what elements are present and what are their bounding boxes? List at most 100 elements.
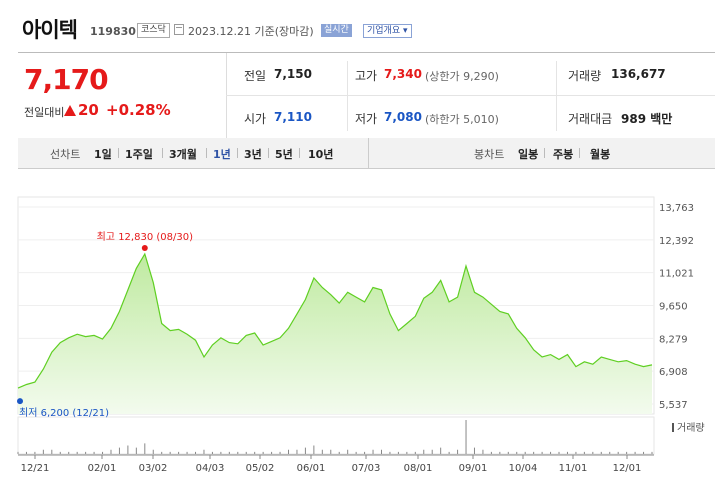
volume-bar — [643, 451, 645, 454]
price-chart[interactable]: 13,763 12,392 11,021 9,650 8,279 6,908 5,537 최… — [0, 180, 715, 503]
volume-bar — [516, 451, 518, 454]
y-tick-label: 6,908 — [659, 367, 688, 378]
x-tick-label: 03/02 — [139, 463, 168, 474]
column-divider — [556, 61, 557, 131]
candle-daily[interactable]: 일봉 — [518, 148, 539, 161]
volume-bar — [262, 451, 264, 454]
volume-bar — [161, 451, 163, 454]
open-label: 시가 — [244, 112, 267, 126]
volume-bar — [490, 451, 492, 454]
volume-bar — [59, 451, 61, 454]
volume-bar — [127, 445, 129, 454]
volume-bar — [448, 451, 450, 454]
period-1d[interactable]: 1일 — [94, 148, 112, 161]
period-1w[interactable]: 1주일 — [125, 148, 153, 161]
separator — [162, 148, 163, 158]
volume-frame — [17, 416, 655, 455]
volume-bar — [473, 447, 475, 454]
low-marker — [17, 398, 23, 405]
quote-box: 7,170 전일대비 20 +0.28% 전일 7,150 고가 7,340 (… — [18, 52, 715, 139]
volume-bar — [575, 451, 577, 454]
low-annotation: 최저 6,200 (12/21) — [19, 407, 109, 419]
volume-bar — [271, 451, 273, 454]
stock-name: 아이텍 — [22, 18, 78, 42]
period-10y[interactable]: 10년 — [308, 148, 334, 161]
volume-bar — [550, 451, 552, 454]
open-value: 7,110 — [274, 110, 312, 124]
volume-value: 136,677 — [611, 67, 666, 81]
separator — [206, 148, 207, 158]
period-3m[interactable]: 3개월 — [169, 148, 197, 161]
trade-value: 989 백만 — [621, 112, 673, 126]
calendar-icon — [174, 24, 184, 35]
candle-chart-label: 봉차트 — [474, 148, 505, 161]
volume-label: 거래량 — [568, 69, 602, 83]
volume-bar — [533, 451, 535, 454]
volume-legend: 거래량 — [677, 422, 705, 434]
y-tick-label: 9,650 — [659, 302, 688, 313]
separator — [299, 148, 300, 158]
x-tick-label: 05/02 — [246, 463, 275, 474]
x-tick-label: 12/21 — [21, 463, 50, 474]
change-label: 전일대비 — [24, 106, 65, 119]
high-marker — [141, 245, 148, 252]
y-tick-label: 5,537 — [659, 400, 688, 411]
volume-bar — [338, 451, 340, 454]
volume-bar — [220, 451, 222, 454]
volume-bar — [313, 445, 315, 454]
volume-bar — [406, 451, 408, 454]
separator — [268, 148, 269, 158]
volume-bar — [186, 451, 188, 454]
prev-label: 전일 — [244, 69, 267, 83]
realtime-button[interactable]: 실시간 — [321, 24, 352, 37]
volume-bar — [364, 451, 366, 454]
period-5y[interactable]: 5년 — [275, 148, 293, 161]
volume-bar — [600, 451, 602, 454]
price-cell: 7,170 전일대비 20 +0.28% — [18, 53, 227, 138]
volume-bar — [566, 451, 568, 454]
separator — [118, 148, 119, 158]
volume-bar — [152, 449, 154, 454]
company-overview-dropdown[interactable]: 기업개요 ▾ — [363, 24, 412, 38]
volume-legend-icon — [672, 423, 674, 432]
trade-value-label: 거래대금 — [568, 112, 613, 126]
period-1y[interactable]: 1년 — [213, 148, 231, 161]
line-chart-label: 선차트 — [50, 148, 81, 161]
y-tick-label: 11,021 — [659, 269, 694, 280]
volume-bar — [651, 451, 653, 454]
row-divider — [226, 95, 715, 96]
high-annotation: 최고 12,830 (08/30) — [97, 231, 193, 243]
period-3y[interactable]: 3년 — [244, 148, 262, 161]
volume-bar — [34, 451, 36, 454]
volume-bar — [228, 451, 230, 454]
title-bar: 아이텍 119830 코스닥 2023.12.21 기준(장마감) 실시간 기업… — [0, 0, 715, 46]
price-line — [17, 252, 653, 389]
x-tick-label: 06/01 — [297, 463, 326, 474]
separator — [237, 148, 238, 158]
volume-bar — [431, 449, 433, 454]
volume-bar — [321, 449, 323, 454]
stock-code: 119830 — [90, 25, 136, 38]
volume-bar — [541, 451, 543, 454]
volume-bar — [304, 447, 306, 454]
current-price: 7,170 — [24, 63, 109, 96]
volume-bar — [42, 449, 44, 454]
volume-bar — [465, 420, 467, 454]
volume-bar — [423, 449, 425, 454]
candle-monthly[interactable]: 월봉 — [590, 148, 611, 161]
y-axis-labels: 13,763 12,392 11,021 9,650 8,279 6,908 5,537 — [659, 203, 694, 411]
volume-bar — [135, 447, 137, 454]
x-tick-label: 11/01 — [559, 463, 588, 474]
volume-bar — [195, 451, 197, 454]
separator — [544, 148, 545, 158]
volume-bar — [380, 449, 382, 454]
candle-weekly[interactable]: 주봉 — [553, 148, 574, 161]
y-tick-label: 13,763 — [659, 203, 694, 214]
volume-bar — [85, 451, 87, 454]
volume-bar — [558, 451, 560, 454]
volume-bar — [524, 451, 526, 454]
volume-bar — [626, 451, 628, 454]
volume-bar — [389, 451, 391, 454]
volume-bar — [51, 449, 53, 454]
volume-bar — [178, 451, 180, 454]
